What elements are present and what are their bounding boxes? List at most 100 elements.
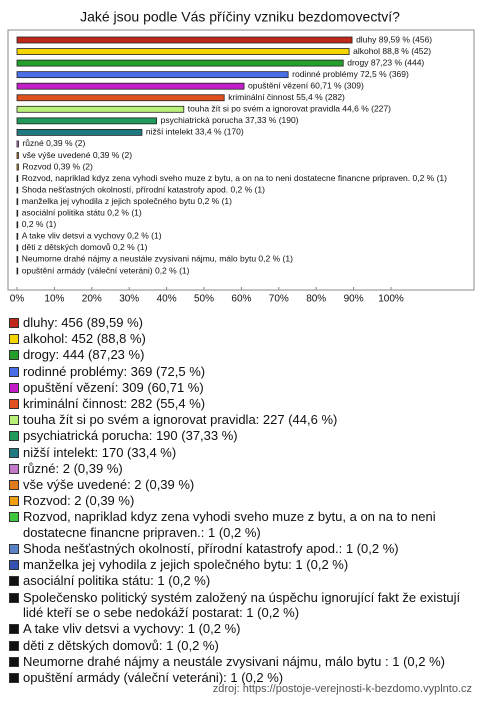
legend-swatch (9, 350, 19, 361)
legend-swatch (9, 447, 19, 458)
legend-swatch (9, 366, 19, 377)
bar-label: vše výše uvedené 0,39 % (2) (22, 150, 132, 160)
bar-label: Rozvod 0,39 % (2) (22, 161, 93, 171)
legend-label: touha žít si po svém a ignorovat pravidl… (23, 412, 338, 428)
bar-label: rodinné problémy 72,5 % (369) (292, 69, 409, 79)
bar-label: touha žít si po svém a ignorovat pravidl… (188, 104, 391, 114)
legend-swatch (9, 672, 19, 683)
legend: dluhy: 456 (89,59 %) alkohol: 452 (88,8 %… (8, 315, 472, 686)
legend-swatch (9, 544, 19, 555)
bar (16, 198, 19, 206)
bar (16, 140, 19, 148)
chart: Jaké jsou podle Vás příčiny vzniku bezdo… (7, 9, 475, 305)
legend-item: opuštění vězení: 309 (60,71 %) (8, 380, 472, 396)
bar (16, 256, 19, 263)
bar (16, 232, 19, 240)
bar (16, 267, 19, 275)
legend-label: rodinné problémy: 369 (72,5 %) (23, 363, 206, 379)
legend-item: A take vliv detsvi a vychovy: 1 (0,2 %) (8, 621, 472, 637)
bar (16, 48, 350, 55)
bar-label: alkohol 88,8 % (452) (353, 46, 431, 56)
bar (16, 163, 19, 171)
bar (16, 82, 245, 90)
bar (16, 59, 344, 67)
legend-swatch (9, 431, 19, 442)
legend-swatch (9, 512, 19, 523)
bar (16, 209, 19, 217)
legend-item: kriminální činnost: 282 (55,4 %) (8, 396, 472, 412)
legend-item: různé: 2 (0,39 %) (8, 461, 472, 477)
x-tick-label: 60% (231, 294, 251, 305)
legend-label: opuštění vězení: 309 (60,71 %) (23, 379, 204, 395)
bar-label: opuštění armády (váleční veteráni) 0,2 %… (22, 265, 190, 275)
legend-swatch (9, 463, 19, 474)
legend-label: A take vliv detsvi a vychovy: 1 (0,2 %) (23, 621, 241, 637)
legend-label: asociální politika státu: 1 (0,2 %) (23, 573, 211, 589)
legend-label: nižší intelekt: 170 (33,4 %) (23, 444, 177, 460)
legend-label: opuštění armády (váleční veteráni): 1 (0… (23, 669, 284, 685)
legend-label: Rozvod, napriklad kdyz zena vyhodi sveho… (23, 509, 436, 540)
bar-label: děti z dětských domovů 0,2 % (1) (22, 242, 148, 252)
legend-swatch (9, 640, 19, 651)
legend-swatch (9, 382, 19, 393)
legend-swatch (9, 415, 19, 426)
bar-label: psychiatrická porucha 37,33 % (190) (161, 115, 299, 125)
legend-swatch (9, 318, 19, 328)
legend-item: rodinné problémy: 369 (72,5 %) (8, 364, 472, 380)
bar-label: dluhy 89,59 % (456) (356, 34, 432, 44)
legend-swatch (9, 624, 19, 635)
legend-item: psychiatrická porucha: 190 (37,33 %) (8, 428, 472, 444)
legend-label: různé: 2 (0,39 %) (23, 460, 123, 476)
legend-item: Neumorne drahé nájmy a neustále zvysivan… (8, 654, 472, 670)
x-tick-label: 100% (378, 294, 404, 305)
legend-label: děti z dětských domovů: 1 (0,2 %) (23, 637, 219, 653)
bar-label: opuštění vězení 60,71 % (309) (248, 80, 364, 90)
legend-label: Shoda nešťastných okolností, přírodní ka… (23, 541, 399, 557)
bar-label: A take vliv detsvi a vychovy 0,2 % (1) (22, 231, 162, 241)
legend-swatch (9, 334, 19, 345)
x-tick-label: 10% (44, 294, 64, 305)
bar (16, 152, 19, 159)
bar-label: nižší intelekt 33,4 % (170) (146, 127, 244, 137)
legend-item: Společensko politický systém založený na… (8, 590, 472, 621)
bar (16, 186, 19, 194)
legend-item: nižší intelekt: 170 (33,4 %) (8, 445, 472, 461)
legend-swatch (9, 656, 19, 667)
legend-item: alkohol: 452 (88,8 %) (8, 331, 472, 347)
source: zdroj: https://postoje-verejnosti-k-bezd… (212, 683, 472, 695)
bar (16, 36, 353, 44)
bar (16, 221, 19, 229)
bar-label: Shoda nešťastných okolností, přírodní ka… (22, 184, 265, 194)
legend-swatch (9, 398, 19, 409)
legend-item: asociální politika státu: 1 (0,2 %) (8, 573, 472, 589)
x-tick-label: 80% (306, 294, 326, 305)
bar (16, 117, 158, 125)
x-tick-label: 90% (344, 294, 364, 305)
x-tick-label: 50% (194, 294, 214, 305)
legend-label: vše výše uvedené: 2 (0,39 %) (23, 476, 195, 492)
legend-swatch (9, 479, 19, 490)
chart-title: Jaké jsou podle Vás příčiny vzniku bezdo… (80, 9, 400, 25)
legend-label: dluhy: 456 (89,59 %) (23, 315, 143, 330)
legend-label: alkohol: 452 (88,8 %) (23, 331, 146, 347)
legend-item: drogy: 444 (87,23 %) (8, 347, 472, 363)
bar (16, 244, 19, 252)
bar-label: Neumorne drahé nájmy a neustále zvysivan… (22, 254, 293, 264)
legend-label: Společensko politický systém založený na… (23, 589, 461, 621)
legend-label: Rozvod: 2 (0,39 %) (23, 493, 135, 509)
bar-label: Rozvod, napriklad kdyz zena vyhodi sveho… (22, 173, 447, 183)
legend-item: manželka jej vyhodila z jejich společnéh… (8, 557, 472, 573)
legend-item: vše výše uvedené: 2 (0,39 %) (8, 477, 472, 493)
legend-label: kriminální činnost: 282 (55,4 %) (23, 395, 206, 411)
bar (16, 94, 225, 102)
legend-item: Shoda nešťastných okolností, přírodní ka… (8, 541, 472, 557)
legend-label: drogy: 444 (87,23 %) (23, 347, 145, 363)
legend-swatch (9, 592, 19, 603)
legend-label: manželka jej vyhodila z jejich společnéh… (23, 557, 349, 573)
bar (16, 128, 143, 136)
x-tick-label: 0% (10, 294, 25, 305)
bar (16, 105, 185, 113)
legend-swatch (9, 496, 19, 507)
bar-label: 0,2 % (1) (22, 219, 57, 229)
